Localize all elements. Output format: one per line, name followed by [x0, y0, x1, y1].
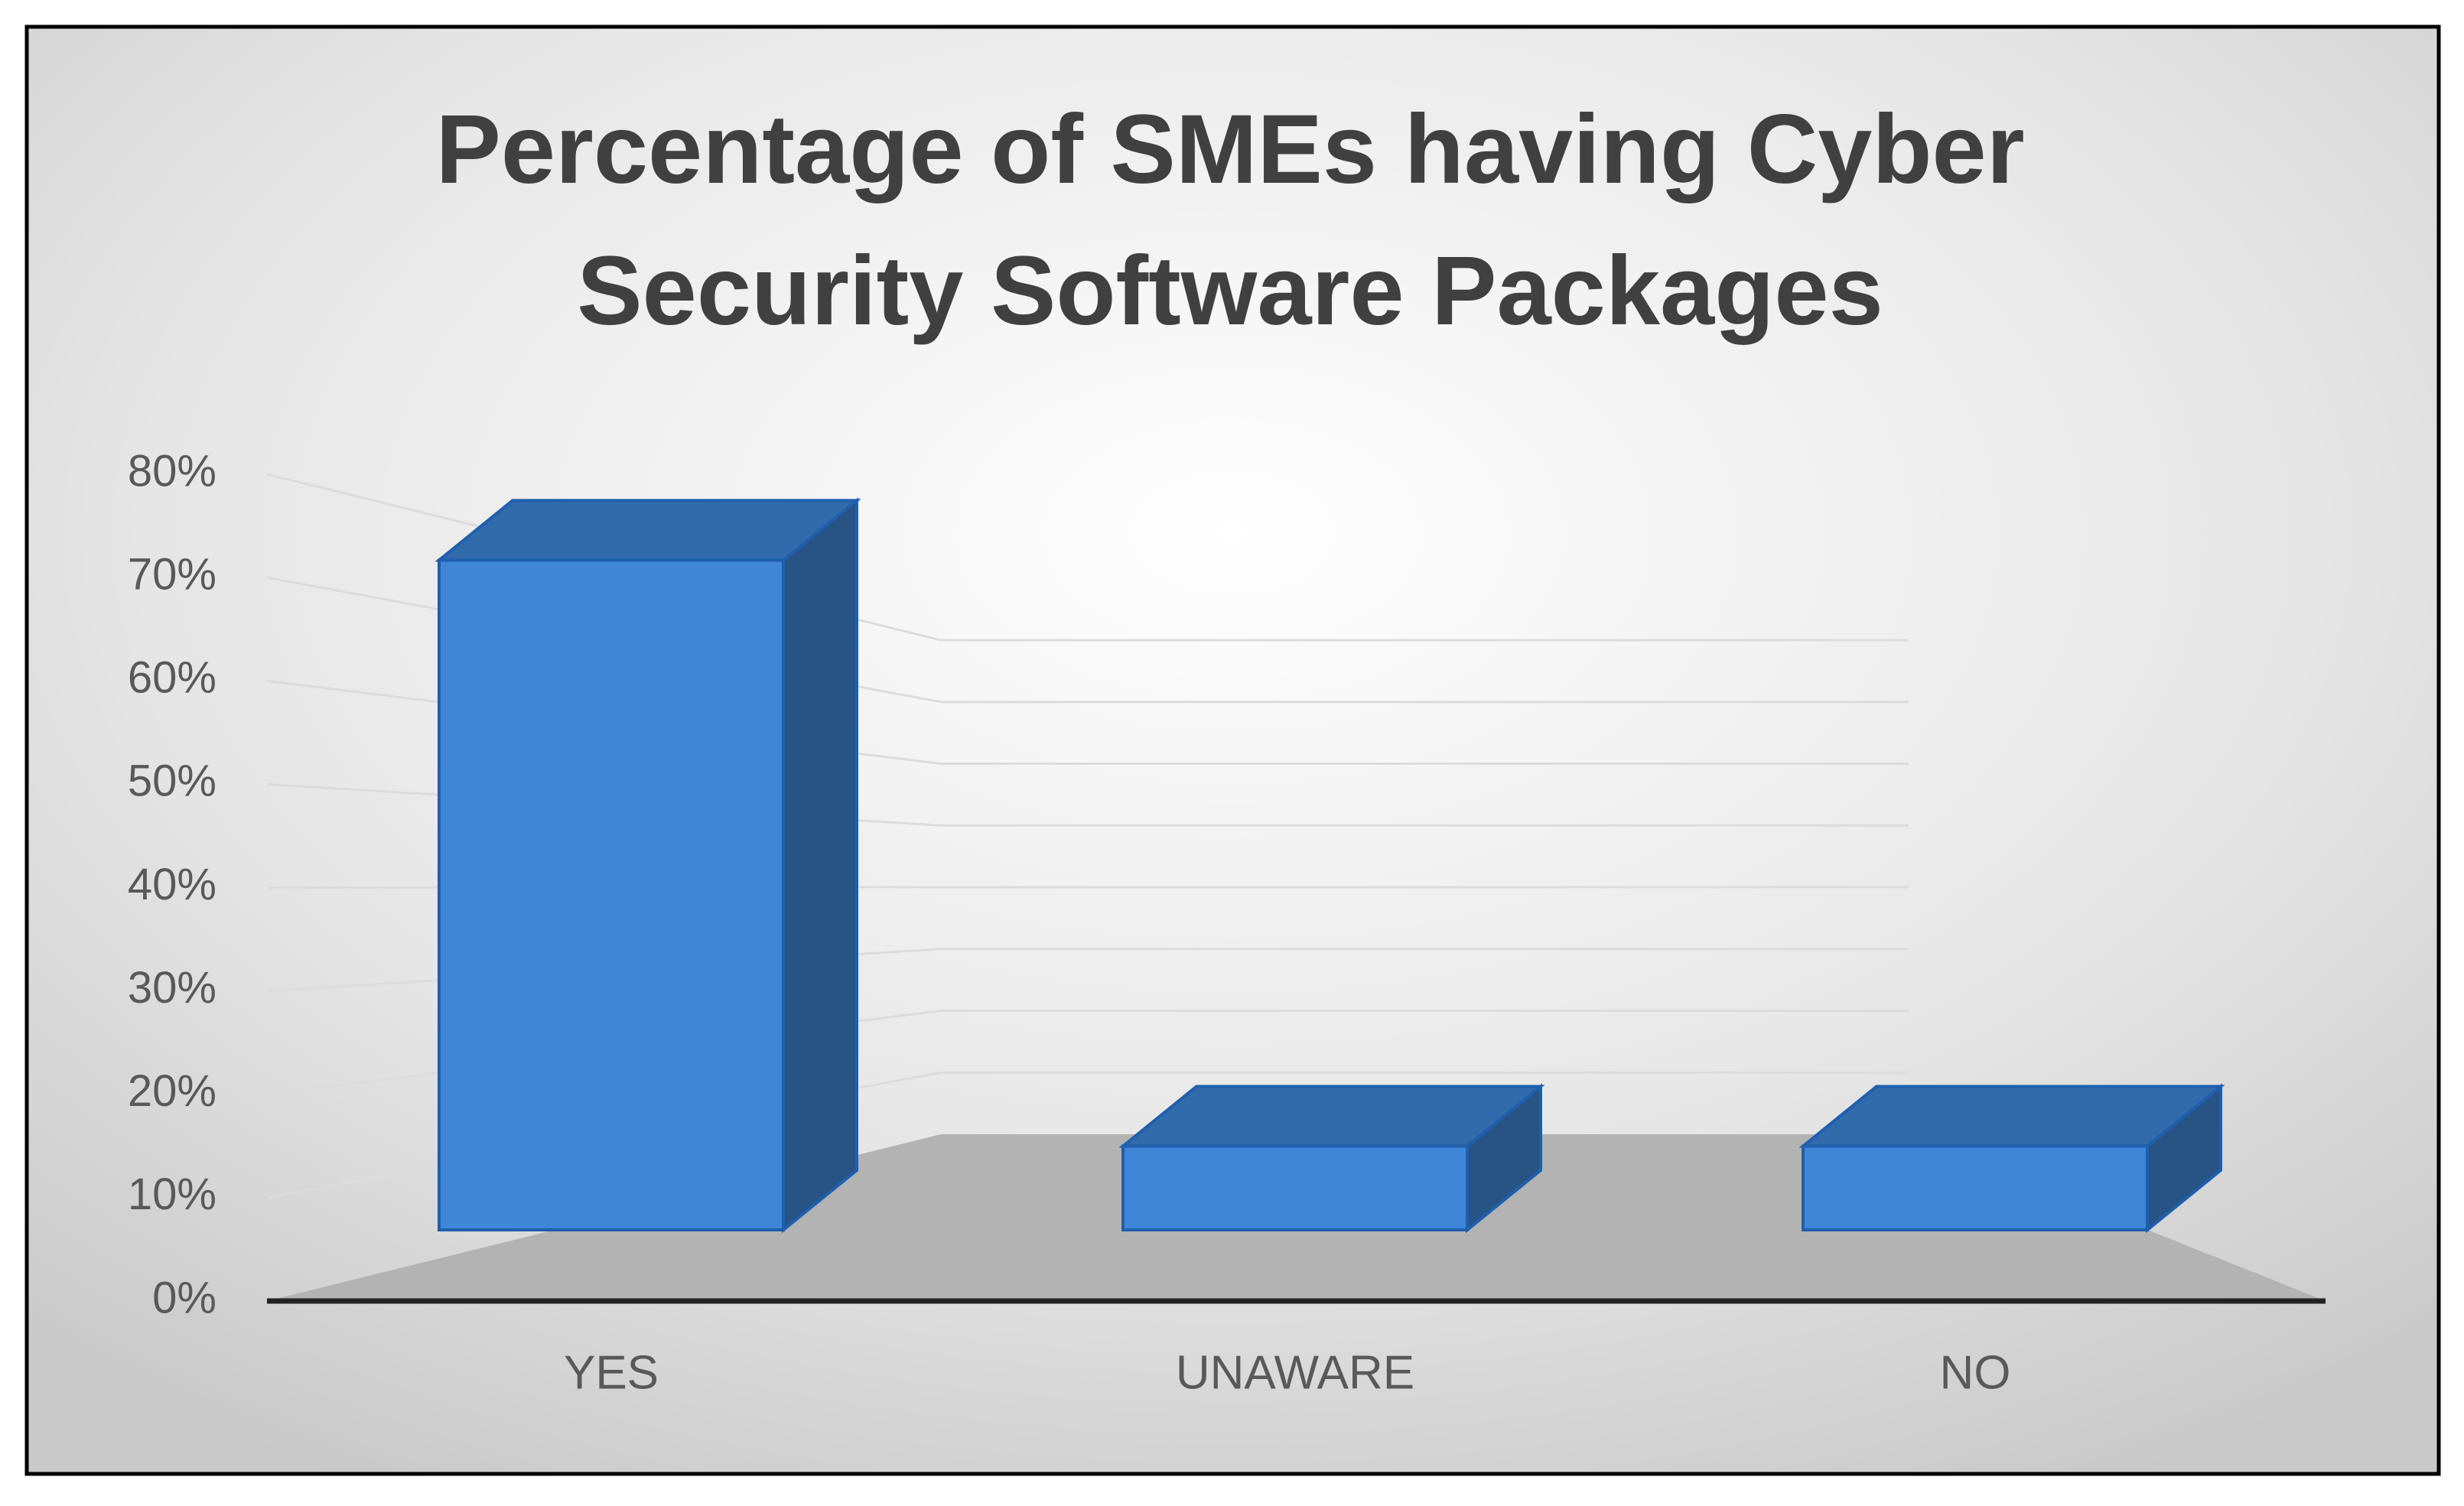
y-tick-label: 80%	[128, 446, 216, 496]
bar	[435, 497, 861, 1234]
bar-front	[1802, 1144, 2149, 1231]
bar	[1118, 1083, 1545, 1234]
y-tick-label: 10%	[128, 1169, 216, 1219]
bar-front	[438, 558, 785, 1231]
bar-front	[1121, 1144, 1469, 1231]
y-tick-label: 60%	[128, 653, 216, 703]
bar-side	[782, 497, 858, 1234]
y-tick-label: 50%	[128, 756, 216, 806]
y-tick-label: 0%	[152, 1273, 216, 1322]
x-tick-label: UNAWARE	[1176, 1346, 1414, 1399]
y-tick-label: 70%	[128, 549, 216, 599]
bar	[1798, 1083, 2225, 1234]
chart-title: Percentage of SMEs having Cyber Security …	[435, 95, 2024, 346]
y-tick-label: 30%	[128, 963, 216, 1013]
y-tick-label: 40%	[128, 860, 216, 909]
x-tick-label: NO	[1940, 1346, 2011, 1399]
y-tick-label: 20%	[128, 1066, 216, 1116]
x-tick-label: YES	[564, 1346, 659, 1399]
